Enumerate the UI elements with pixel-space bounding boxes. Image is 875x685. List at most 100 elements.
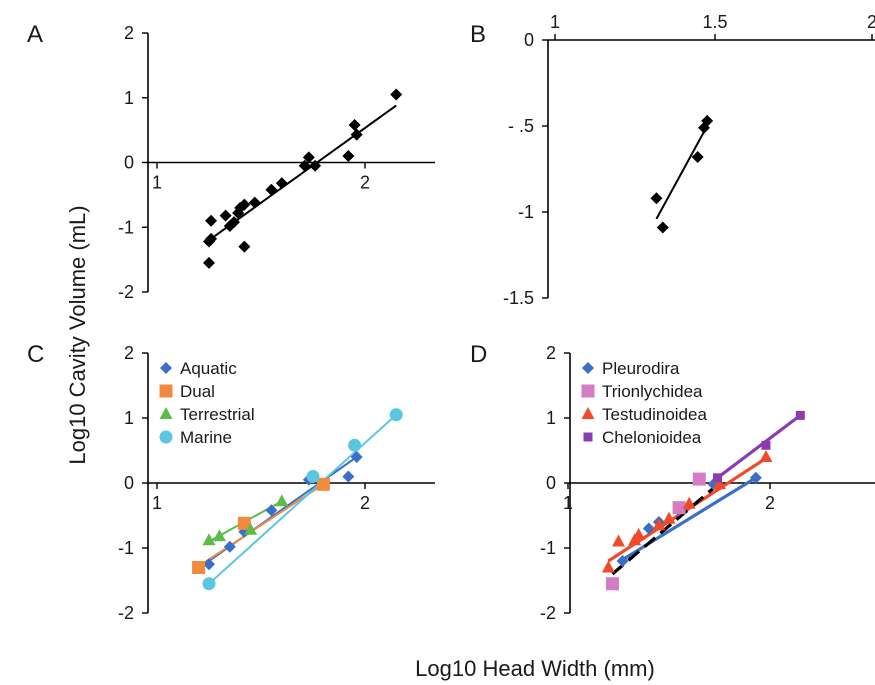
panel-c-y-tick-label: -2 xyxy=(118,603,134,623)
panel-a-data-point xyxy=(265,183,278,196)
panel-c-point-terrestrial xyxy=(212,529,226,542)
panel-d-fit-line-chelonioidea xyxy=(716,414,802,480)
panel-a-y-tick-label: -1 xyxy=(118,217,134,237)
panel-b-data-point xyxy=(656,221,669,234)
panel-c-point-marine xyxy=(202,577,216,591)
panel-a-data-point xyxy=(203,256,215,269)
panel-b-x-tick-label: 1.5 xyxy=(702,12,727,32)
panel-a-data-point xyxy=(390,88,403,101)
panel-d-point-pleurodira xyxy=(642,522,655,535)
panel-d-legend-label-testudinoidea: Testudinoidea xyxy=(602,405,707,424)
panel-b-x-tick-label: 2 xyxy=(867,12,875,32)
panel-d-legend-marker-trionlychidea xyxy=(581,384,595,398)
panel-d-point-testudinoidea xyxy=(759,450,773,462)
panel-a-data-point xyxy=(227,216,240,229)
panel-c-point-marine xyxy=(348,438,362,452)
panel-c-x-tick-label: 2 xyxy=(360,493,370,513)
panel-a-data-point xyxy=(342,150,355,163)
panel-b-data-point xyxy=(650,192,663,205)
panel-a-data-point xyxy=(238,240,251,253)
panel-b-y-tick-label: - .5 xyxy=(508,116,534,136)
panel-d-y-tick-label: -2 xyxy=(540,603,556,623)
panel-c-legend-marker-dual xyxy=(159,384,173,398)
panel-c-legend-marker-aquatic xyxy=(160,362,172,374)
panel-c-point-aquatic xyxy=(223,540,236,553)
panel-a-data-point xyxy=(238,198,251,211)
panel-c-y-tick-label: -1 xyxy=(118,538,134,558)
panel-d-legend-label-chelonioidea: Chelonioidea xyxy=(602,428,702,447)
panel-d-x-tick-label: 2 xyxy=(765,493,775,513)
panel-d-point-testudinoidea xyxy=(662,511,676,524)
panel-d-point-trionlychidea xyxy=(672,501,686,515)
panel-c-point-aquatic xyxy=(203,558,215,571)
panel-d-point-pleurodira xyxy=(749,471,762,484)
panel-a-data-point xyxy=(298,159,311,172)
panel-a-data-point xyxy=(219,209,232,222)
panel-c-point-dual xyxy=(316,477,330,491)
panel-d-legend-label-trionlychidea: Trionlychidea xyxy=(602,382,703,401)
panel-c-point-aquatic xyxy=(342,470,355,483)
panel-d-legend-label-pleurodira: Pleurodira xyxy=(602,359,680,378)
panel-letter-b: B xyxy=(470,21,486,48)
panel-d-y-tick-label: 1 xyxy=(546,408,556,428)
panel-c-point-dual xyxy=(237,516,251,530)
panel-c-point-terrestrial xyxy=(202,533,216,546)
panel-letter-c: C xyxy=(27,341,44,368)
panel-c-x-tick-label: 1 xyxy=(152,493,162,513)
panel-d-point-trionlychidea xyxy=(692,472,706,486)
panel-letter-a: A xyxy=(27,21,43,48)
panel-d-legend-marker-pleurodira xyxy=(582,362,594,374)
panel-c-point-terrestrial xyxy=(275,494,289,507)
panel-c-point-aquatic xyxy=(350,451,363,463)
panel-c-point-aquatic xyxy=(265,504,278,517)
panel-d-legend-marker-testudinoidea xyxy=(581,407,595,419)
panel-c-fit-line-marine xyxy=(208,414,397,585)
panel-a-data-point xyxy=(309,159,322,172)
panel-b-y-tick-label: 0 xyxy=(524,30,534,50)
panel-b-data-point xyxy=(701,114,714,127)
panel-c-legend-marker-marine xyxy=(159,430,173,444)
panel-c-legend-label-aquatic: Aquatic xyxy=(180,359,237,378)
panel-c-y-tick-label: 0 xyxy=(124,473,134,493)
panel-d-point-chelonioidea xyxy=(761,440,771,450)
panel-d-legend-marker-chelonioidea xyxy=(583,432,593,442)
panel-d-x-tick-label: 1 xyxy=(563,493,573,513)
panel-a-y-tick-label: -2 xyxy=(118,282,134,302)
panel-c-point-marine xyxy=(306,470,320,483)
panel-b-y-tick-label: -1 xyxy=(518,202,534,222)
panel-a-data-point xyxy=(205,214,218,227)
panel-a-data-point xyxy=(248,196,261,209)
panel-c-legend-marker-terrestrial xyxy=(159,407,173,419)
panel-a-y-tick-label: 1 xyxy=(124,88,134,108)
panel-a-fit-line xyxy=(208,104,397,242)
panel-c-legend-label-dual: Dual xyxy=(180,382,215,401)
panel-a-x-tick-label: 2 xyxy=(360,173,370,193)
panel-d-point-testudinoidea xyxy=(652,518,666,531)
panel-c-y-tick-label: 1 xyxy=(124,408,134,428)
panel-c-legend-label-terrestrial: Terrestrial xyxy=(180,405,255,424)
panel-a-data-point xyxy=(348,118,361,131)
x-axis-title: Log10 Head Width (mm) xyxy=(415,656,655,681)
panel-a-data-point xyxy=(350,128,363,141)
panel-b-x-tick-label: 1 xyxy=(550,12,560,32)
panel-a-y-tick-label: 0 xyxy=(124,153,134,173)
panel-b-data-point xyxy=(691,150,704,163)
panel-a-data-point xyxy=(275,177,288,190)
panel-d-dashed-fit-line xyxy=(611,481,721,576)
panel-d-plot: 210-1-21 2PleurodiraTrionlychideaTestudin… xyxy=(540,343,875,623)
panel-a-data-point xyxy=(302,151,315,164)
panel-c-point-marine xyxy=(389,408,403,422)
panel-a-y-tick-label: 2 xyxy=(124,23,134,43)
panel-d-point-chelonioidea xyxy=(712,473,722,483)
panel-d-fit-line-pleurodira xyxy=(621,476,757,562)
panel-d-point-testudinoidea xyxy=(682,496,696,509)
panel-d-point-chelonioidea xyxy=(795,410,805,420)
y-axis-title: Log10 Cavity Volume (mL) xyxy=(65,205,90,464)
panel-a-x-tick-label: 1 xyxy=(152,173,162,193)
panel-d-point-testudinoidea xyxy=(632,528,646,540)
panel-d-point-pleurodira xyxy=(616,555,629,567)
panel-b-y-tick-label: -1.5 xyxy=(503,288,534,308)
panel-d-y-tick-label: -1 xyxy=(540,538,556,558)
